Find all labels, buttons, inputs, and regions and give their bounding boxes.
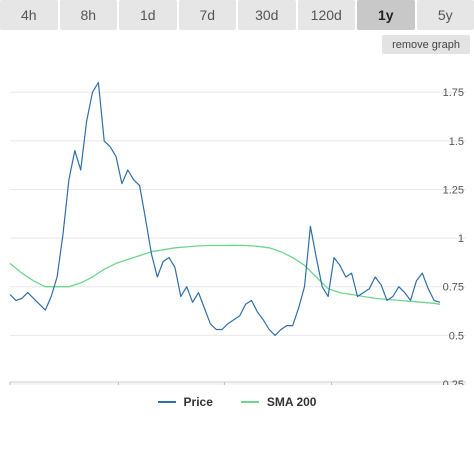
tab-4h[interactable]: 4h xyxy=(0,0,58,30)
y-tick-label: 0.25 xyxy=(443,379,464,385)
y-tick-label: 0.5 xyxy=(449,330,464,342)
y-tick-label: 1.75 xyxy=(443,87,464,99)
remove-graph-button[interactable]: remove graph xyxy=(382,35,470,54)
legend-swatch xyxy=(240,401,259,403)
y-tick-label: 1.25 xyxy=(443,184,464,196)
legend-item-sma-200[interactable]: SMA 200 xyxy=(240,395,317,409)
sma-200-series-line xyxy=(9,244,441,305)
tab-5y[interactable]: 5y xyxy=(416,0,474,30)
y-tick-label: 1 xyxy=(458,233,464,245)
tab-1d[interactable]: 1d xyxy=(119,0,177,30)
tab-7d[interactable]: 7d xyxy=(178,0,236,30)
legend-swatch xyxy=(157,401,176,403)
y-tick-label: 0.75 xyxy=(443,282,464,294)
tab-30d[interactable]: 30d xyxy=(238,0,296,30)
y-tick-label: 1.5 xyxy=(449,136,464,148)
tab-120d[interactable]: 120d xyxy=(297,0,355,30)
tab-1y[interactable]: 1y xyxy=(357,0,415,30)
legend-label: Price xyxy=(183,395,213,409)
legend-item-price[interactable]: Price xyxy=(157,395,213,409)
legend-label: SMA 200 xyxy=(266,395,317,409)
tab-8h[interactable]: 8h xyxy=(59,0,117,30)
timeframe-tabs: 4h 8h 1d 7d 30d 120d 1y 5y xyxy=(0,0,474,30)
chart-legend: Price SMA 200 xyxy=(0,393,474,411)
price-series-line xyxy=(9,81,441,336)
